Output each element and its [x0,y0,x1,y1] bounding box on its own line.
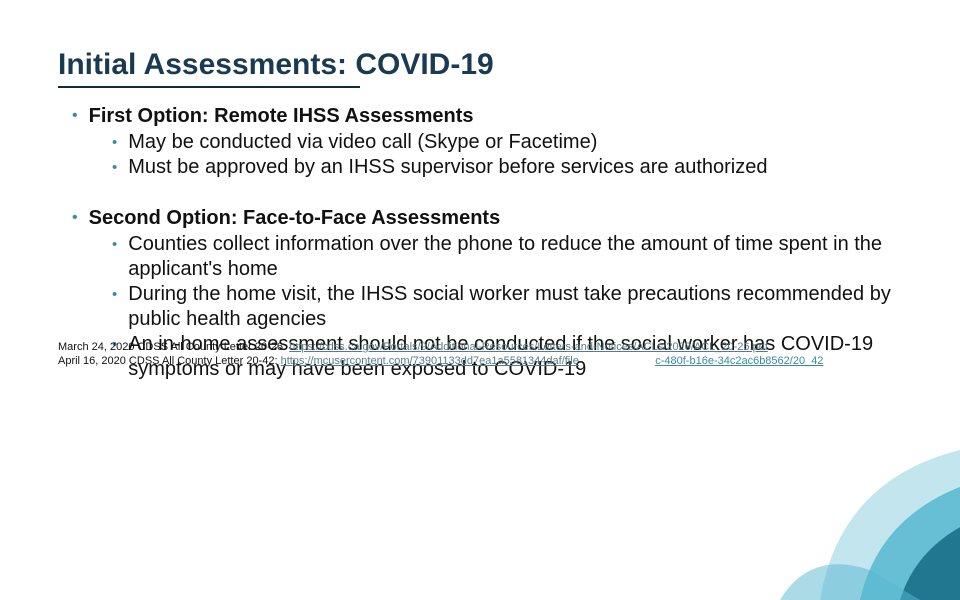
item-text: Counties collect information over the ph… [128,232,902,282]
ref2-prefix: April 16, 2020 CDSS All County Letter 20… [58,355,281,367]
list-item: • Counties collect information over the … [112,232,902,282]
bullet-icon: • [72,104,78,128]
ref2-link-b[interactable]: c-480f-b16e-34c2ac6b8562/20_42 [655,355,823,367]
list-item: • During the home visit, the IHSS social… [112,282,902,332]
slide-title: Initial Assessments: COVID-19 [58,48,902,82]
item-text: May be conducted via video call (Skype o… [128,130,597,155]
title-underline [58,86,360,88]
list-item: • Must be approved by an IHSS supervisor… [112,155,902,180]
ref1-prefix: March 24, 2020 CDSS All County Letter 20… [58,341,289,353]
list-item: • May be conducted via video call (Skype… [112,130,902,155]
bullet-icon: • [112,282,117,307]
footer-references: March 24, 2020 CDSS All County Letter 20… [58,340,902,368]
option-1-items: • May be conducted via video call (Skype… [112,130,902,180]
item-text: Must be approved by an IHSS supervisor b… [128,155,767,180]
option-1-label: First Option: Remote IHSS Assessments [89,104,474,128]
bullet-icon: • [72,206,78,230]
item-text: During the home visit, the IHSS social w… [128,282,902,332]
option-2-label: Second Option: Face-to-Face Assessments [89,206,501,230]
ref2-link-a[interactable]: https://mcusercontent.com/73901133dd7ea1… [281,355,579,367]
ref1-link[interactable]: https://cdss.ca.gov/Portals/9/Additional… [289,341,768,353]
bullet-icon: • [112,155,117,180]
bullet-icon: • [112,232,117,257]
option-1: • First Option: Remote IHSS Assessments … [58,104,902,180]
bullet-icon: • [112,130,117,155]
